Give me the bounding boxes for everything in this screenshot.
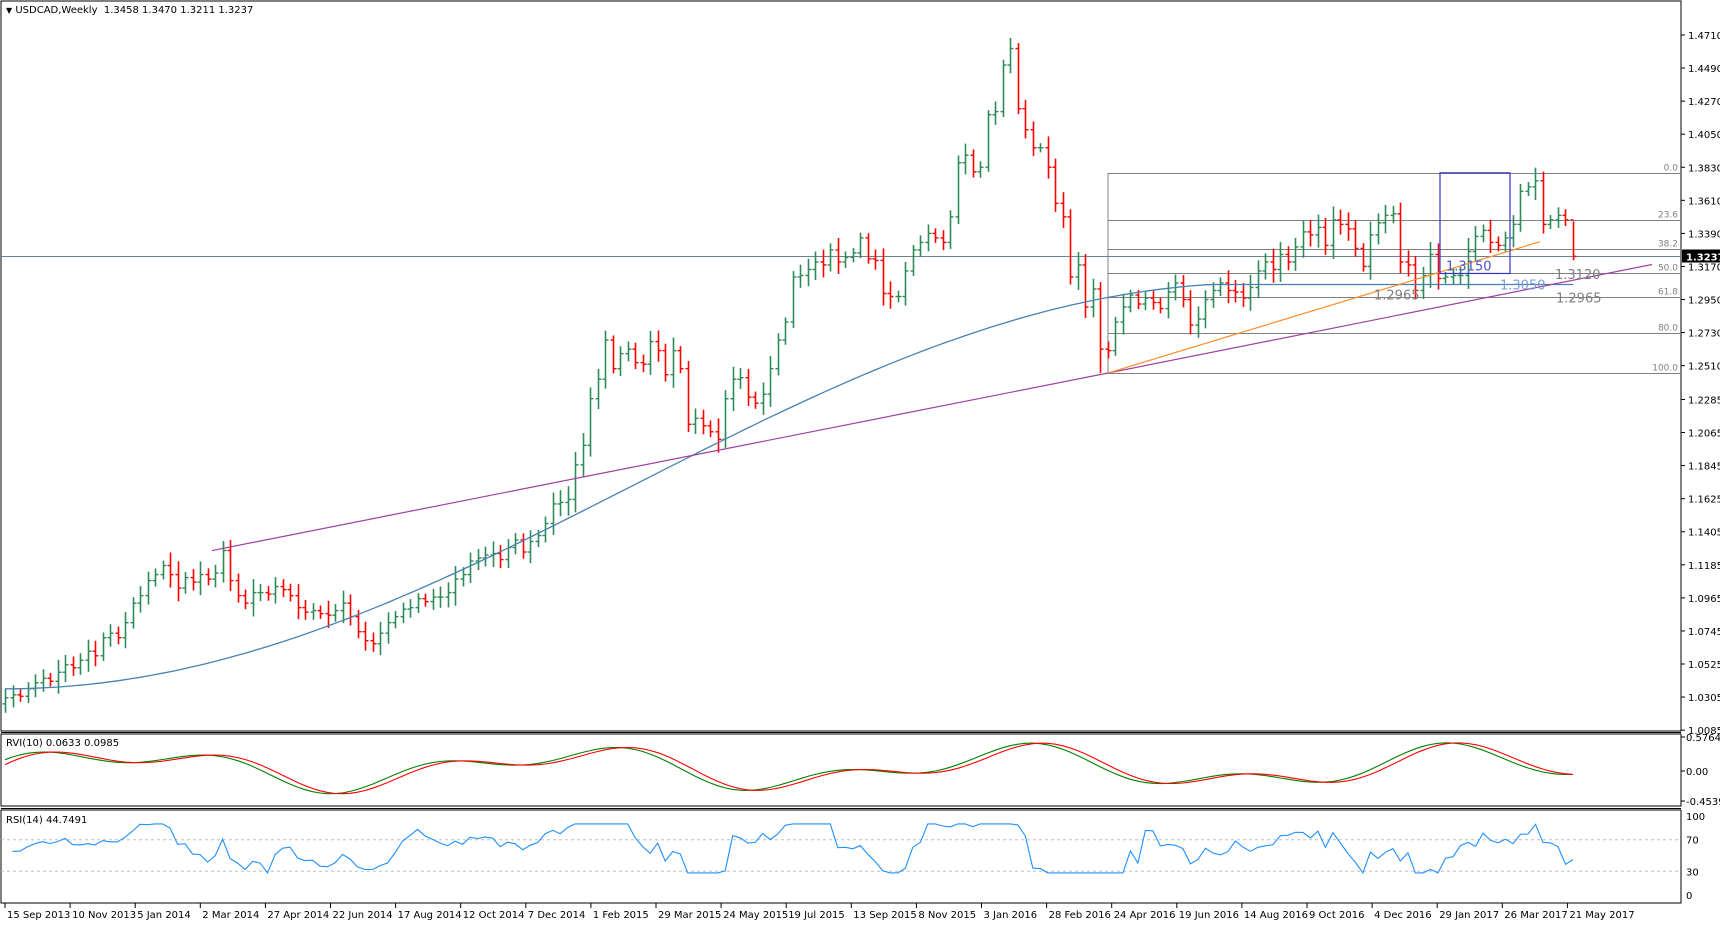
date-tick: 5 Jan 2014 [137, 910, 191, 921]
price-tick: 1.1845 [1688, 462, 1720, 473]
date-tick: 19 Jul 2015 [788, 910, 845, 921]
date-tick: 14 Aug 2016 [1244, 910, 1308, 921]
svg-text:30: 30 [1686, 867, 1699, 878]
ohlc-bars [2, 38, 1577, 713]
date-tick: 10 Nov 2013 [72, 910, 136, 921]
price-tick: 1.0965 [1688, 594, 1720, 605]
axes: 1.4710 1.4490 1.4270 1.4050 1.3830 1.3610 1.33… [4, 31, 1720, 921]
triangle-down-icon[interactable]: ▼ [6, 6, 13, 15]
date-tick: 3 Jan 2016 [984, 910, 1038, 921]
date-tick: 24 May 2015 [723, 910, 788, 921]
price-tick: 1.0525 [1688, 660, 1720, 671]
svg-text:-0.4539: -0.4539 [1686, 797, 1720, 808]
price-tick: 1.3170 [1688, 262, 1720, 273]
svg-text:50.0: 50.0 [1658, 264, 1678, 274]
date-tick: 22 Jun 2014 [333, 910, 393, 921]
svg-text:80.0: 80.0 [1658, 324, 1678, 334]
rvi-pane: 0.5764 0.00 -0.4539 [4, 733, 1720, 808]
date-tick: 12 Oct 2014 [463, 910, 525, 921]
date-tick: 7 Dec 2014 [528, 910, 586, 921]
rsi-pane: 100 70 30 0 [1, 812, 1705, 902]
price-tick: 1.4710 [1688, 31, 1720, 42]
fibonacci-retracement[interactable]: 0.0 23.6 38.2 50.0 61.8 80.0 100.0 [1, 164, 1681, 374]
date-tick: 28 Feb 2016 [1049, 910, 1111, 921]
ma-label: 1.3050 [1500, 278, 1546, 293]
box-label: 1.3150 [1446, 259, 1492, 274]
price-tick: 1.2285 [1688, 395, 1720, 406]
svg-text:0.00: 0.00 [1686, 767, 1708, 778]
svg-text:0.5764: 0.5764 [1686, 733, 1720, 744]
indicator-lines [5, 241, 1653, 690]
date-tick: 2 Mar 2014 [202, 910, 259, 921]
date-tick: 29 Mar 2015 [658, 910, 721, 921]
price-tick: 1.0745 [1688, 627, 1720, 638]
price-tick: 1.4490 [1688, 64, 1720, 75]
price-tick: 1.0305 [1688, 693, 1720, 704]
date-tick: 29 Jan 2017 [1439, 910, 1499, 921]
price-tick: 1.1405 [1688, 528, 1720, 539]
date-tick: 24 Apr 2016 [1114, 910, 1176, 921]
fib-label: 1.2965 [1556, 291, 1602, 306]
price-tick: 1.1185 [1688, 561, 1720, 572]
symbol-label: USDCAD,Weekly [15, 5, 98, 16]
date-tick: 27 Apr 2014 [267, 910, 329, 921]
date-tick: 19 Jun 2016 [1179, 910, 1239, 921]
price-tick: 1.0085 [1688, 726, 1720, 737]
date-tick: 4 Dec 2016 [1374, 910, 1432, 921]
price-tick: 1.4270 [1688, 97, 1720, 108]
date-tick: 13 Sep 2015 [853, 910, 916, 921]
chart-legend: ▼ USDCAD,Weekly 1.3458 1.3470 1.3211 1.3… [6, 5, 253, 16]
purple-label: 1.3120 [1555, 268, 1601, 283]
date-tick: 15 Sep 2013 [7, 910, 70, 921]
price-tick: 1.2730 [1688, 329, 1720, 340]
price-tick: 1.3830 [1688, 163, 1720, 174]
orange-low-label: 1.2965 [1374, 288, 1420, 303]
svg-text:23.6: 23.6 [1658, 211, 1678, 221]
svg-text:100: 100 [1686, 812, 1705, 823]
pane-borders [0, 0, 1682, 904]
price-tick: 1.3610 [1688, 196, 1720, 207]
svg-text:0: 0 [1686, 891, 1692, 902]
svg-text:100.0: 100.0 [1652, 364, 1678, 374]
price-tick: 1.2065 [1688, 429, 1720, 440]
price-tick: 1.4050 [1688, 130, 1720, 141]
date-tick: 26 Mar 2017 [1504, 910, 1567, 921]
date-tick: 9 Oct 2016 [1309, 910, 1364, 921]
svg-text:38.2: 38.2 [1658, 240, 1678, 250]
svg-text:61.8: 61.8 [1658, 288, 1678, 298]
price-tick: 1.2950 [1688, 296, 1720, 307]
ohlc-values: 1.3458 1.3470 1.3211 1.3237 [103, 5, 254, 16]
rvi-legend: RVI(10) 0.0633 0.0985 [6, 738, 120, 749]
date-tick: 21 May 2017 [1569, 910, 1634, 921]
current-price-label: 1.3237 [1686, 253, 1720, 264]
date-tick: 8 Nov 2015 [918, 910, 976, 921]
svg-text:0.0: 0.0 [1664, 164, 1679, 174]
price-tick: 1.2510 [1688, 362, 1720, 373]
date-tick: 1 Feb 2015 [593, 910, 649, 921]
date-tick: 17 Aug 2014 [398, 910, 462, 921]
price-tick: 1.3390 [1688, 229, 1720, 240]
price-tick: 1.1625 [1688, 495, 1720, 506]
rsi-legend: RSI(14) 44.7491 [6, 815, 88, 826]
svg-text:70: 70 [1686, 836, 1699, 847]
annotations: 1.3150 1.3120 1.3050 1.2965 1.2965 [1374, 172, 1602, 306]
